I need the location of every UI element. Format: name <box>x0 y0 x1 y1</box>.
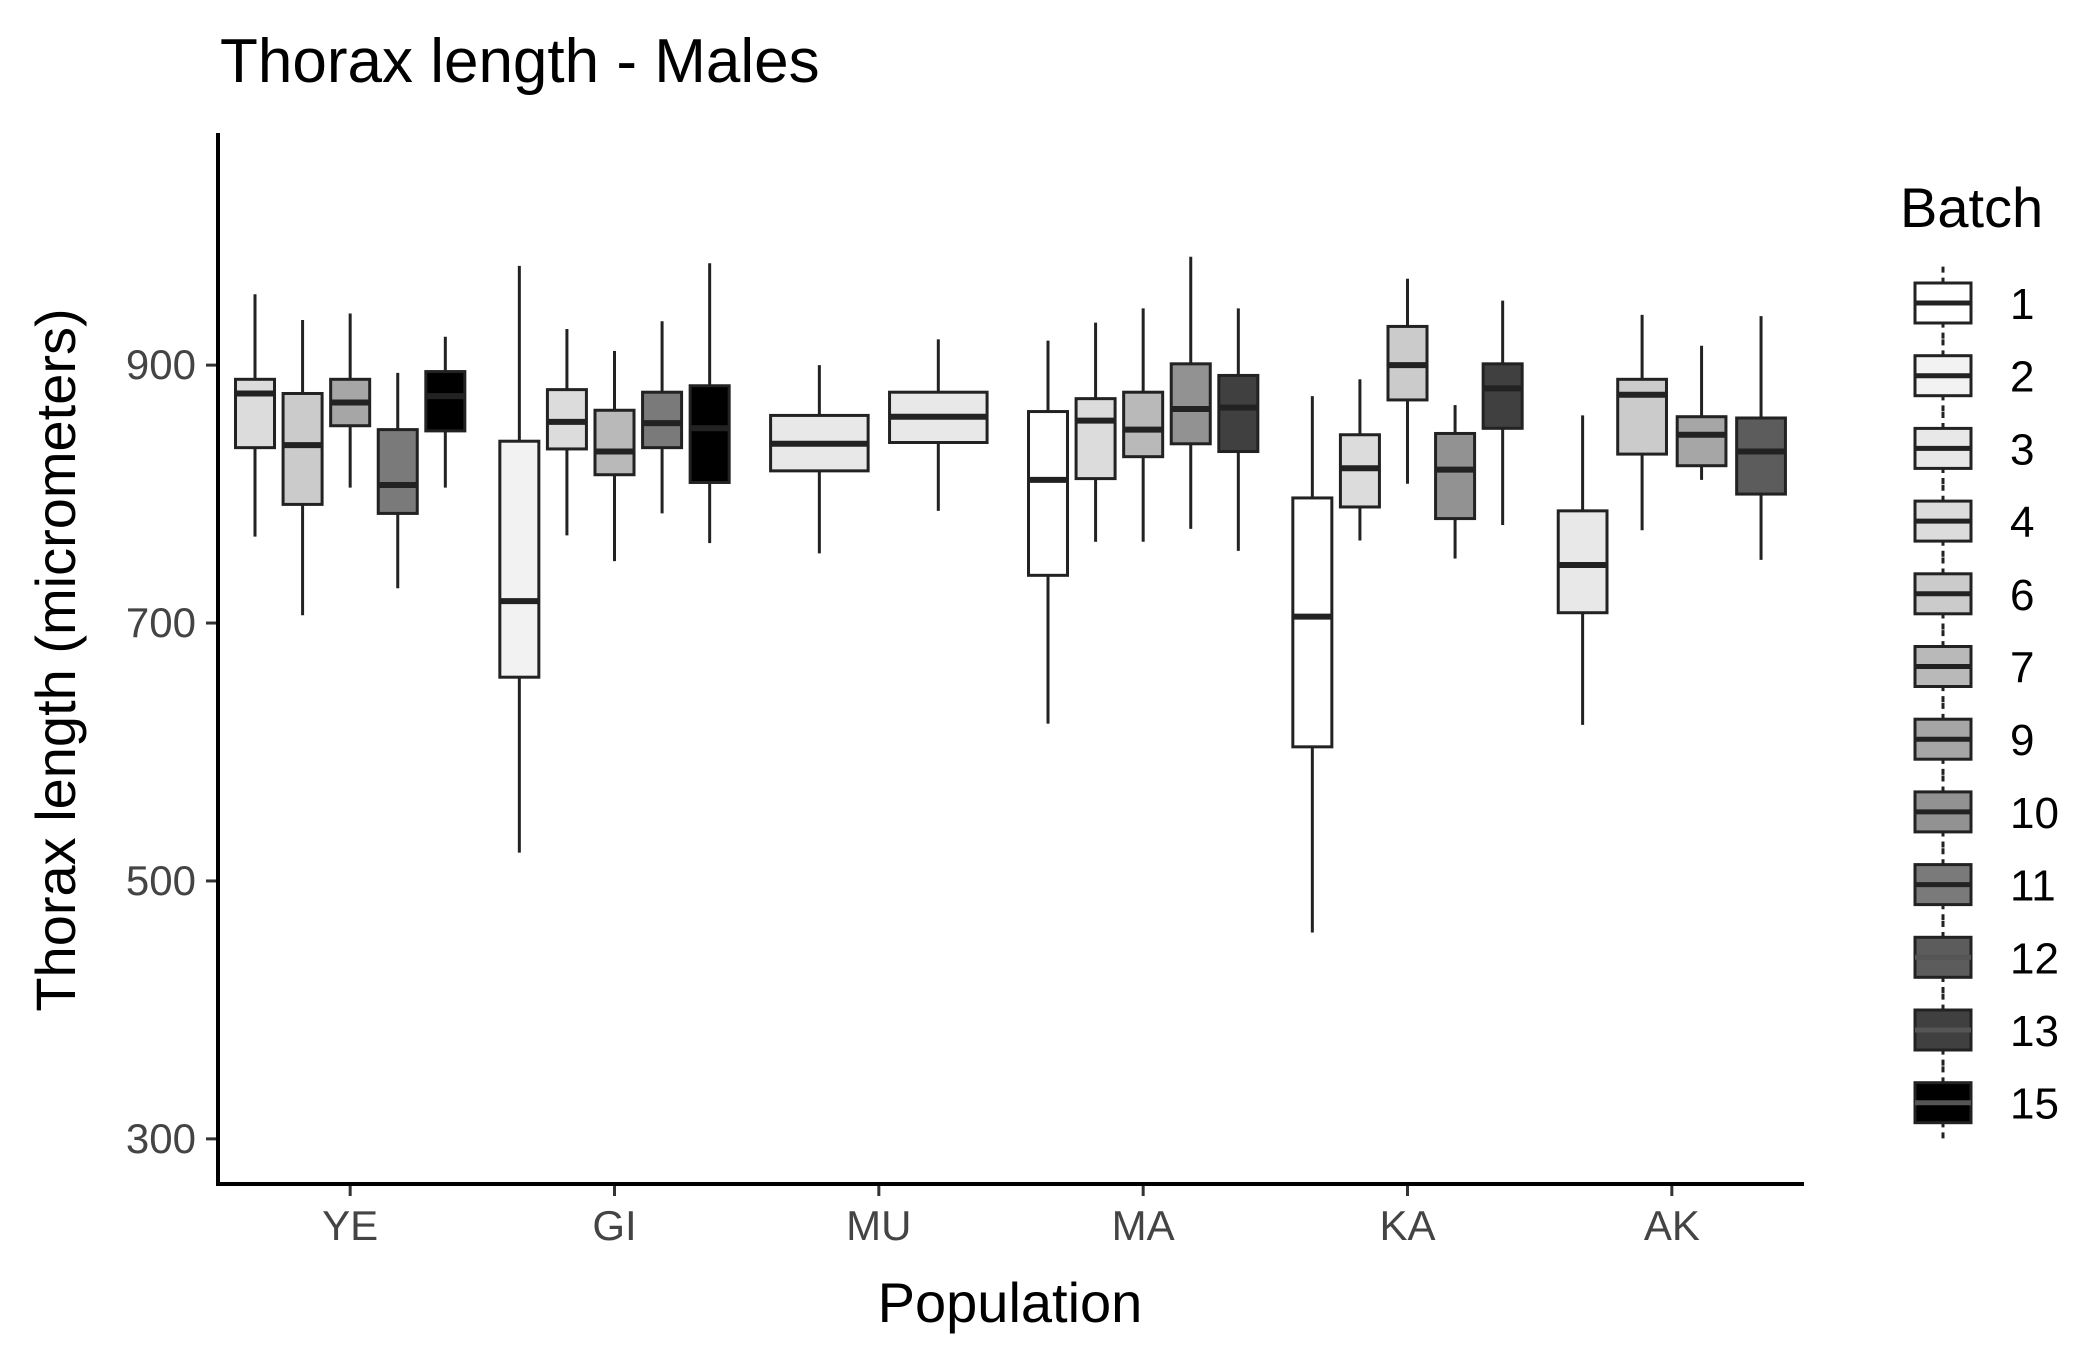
box-GI-batch-4 <box>547 329 586 535</box>
box-iqr <box>1677 417 1726 466</box>
box-GI-batch-7 <box>595 351 634 561</box>
x-axis-title: Population <box>878 1271 1143 1334</box>
y-axis-title: Thorax length (micrometers) <box>24 308 87 1011</box>
box-MU-batch-3 <box>771 365 869 553</box>
y-tick-label: 700 <box>126 599 196 646</box>
box-iqr <box>1436 433 1475 518</box>
legend-item-9: 9 <box>1915 703 2034 776</box>
box-MA-batch-4 <box>1076 323 1115 542</box>
y-tick-label: 500 <box>126 857 196 904</box>
x-tick-label: GI <box>592 1202 636 1249</box>
y-tick-label: 900 <box>126 341 196 388</box>
box-YE-batch-4 <box>235 294 274 536</box>
legend-item-4: 4 <box>1915 485 2034 558</box>
x-tick-label: AK <box>1644 1202 1700 1249</box>
box-GI-batch-15 <box>690 263 729 543</box>
legend-item-11: 11 <box>1915 848 2056 921</box>
legend-item-13: 13 <box>1915 994 2059 1067</box>
box-KA-batch-10 <box>1436 405 1475 558</box>
box-iqr <box>1737 418 1786 494</box>
legend-item-10: 10 <box>1915 776 2059 849</box>
box-iqr <box>1558 511 1607 613</box>
legend-label: 12 <box>2010 934 2059 983</box>
x-axis-ticks: YE GI MU MA KA AK <box>322 1184 1700 1249</box>
legend-label: 3 <box>2010 425 2034 474</box>
legend-label: 6 <box>2010 571 2034 620</box>
legend-item-1: 1 <box>1915 267 2034 340</box>
legend-title: Batch <box>1900 176 2043 239</box>
box-AK-batch-9 <box>1677 346 1726 480</box>
legend-label: 11 <box>2010 862 2056 911</box>
box-KA-batch-13 <box>1483 301 1522 525</box>
box-YE-batch-9 <box>331 314 370 488</box>
x-tick-label: MA <box>1112 1202 1175 1249</box>
box-iqr <box>378 430 417 514</box>
box-iqr <box>1076 399 1115 479</box>
legend-label: 1 <box>2010 280 2034 329</box>
legend-label: 4 <box>2010 498 2034 547</box>
legend-item-15: 15 <box>1915 1066 2059 1139</box>
legend-label: 2 <box>2010 353 2034 402</box>
box-MA-batch-7 <box>1124 308 1163 541</box>
y-axis-ticks: 300 500 700 900 <box>126 341 218 1162</box>
box-MA-batch-13 <box>1219 308 1258 550</box>
box-KA-batch-4 <box>1340 379 1379 540</box>
chart-title: Thorax length - Males <box>220 27 820 96</box>
box-YE-batch-11 <box>378 373 417 588</box>
legend-item-12: 12 <box>1915 921 2059 994</box>
box-KA-batch-6 <box>1388 279 1427 484</box>
box-AK-batch-3 <box>1558 415 1607 724</box>
box-iqr <box>1028 412 1067 576</box>
box-MU-batch-3 <box>890 339 988 511</box>
legend-item-2: 2 <box>1915 339 2034 412</box>
box-iqr <box>1171 364 1210 444</box>
box-iqr <box>1618 379 1667 454</box>
box-iqr <box>426 372 465 431</box>
x-tick-label: MU <box>846 1202 911 1249</box>
box-iqr <box>1483 364 1522 428</box>
box-iqr <box>1124 392 1163 456</box>
box-YE-batch-6 <box>283 320 322 615</box>
box-iqr <box>595 410 634 474</box>
box-AK-batch-12 <box>1737 316 1786 560</box>
box-MA-batch-10 <box>1171 257 1210 529</box>
box-iqr <box>283 393 322 504</box>
legend-item-6: 6 <box>1915 557 2034 630</box>
legend-label: 13 <box>2010 1007 2059 1056</box>
legend-label: 7 <box>2010 644 2034 693</box>
box-GI-batch-11 <box>643 321 682 513</box>
y-tick-label: 300 <box>126 1115 196 1162</box>
legend-item-3: 3 <box>1915 412 2034 485</box>
box-series <box>235 257 1785 933</box>
box-iqr <box>500 441 539 677</box>
legend-label: 10 <box>2010 789 2059 838</box>
box-AK-batch-6 <box>1618 315 1667 530</box>
box-MA-batch-1 <box>1028 341 1067 724</box>
box-iqr <box>690 386 729 483</box>
legend-label: 15 <box>2010 1080 2059 1129</box>
legend-label: 9 <box>2010 716 2034 765</box>
box-iqr <box>1219 375 1258 451</box>
box-GI-batch-2 <box>500 266 539 853</box>
box-iqr <box>643 392 682 447</box>
legend-item-7: 7 <box>1915 630 2034 703</box>
box-iqr <box>235 379 274 447</box>
box-YE-batch-15 <box>426 337 465 488</box>
x-tick-label: KA <box>1379 1202 1435 1249</box>
box-KA-batch-1 <box>1293 396 1332 932</box>
box-iqr <box>1293 498 1332 747</box>
x-tick-label: YE <box>322 1202 378 1249</box>
